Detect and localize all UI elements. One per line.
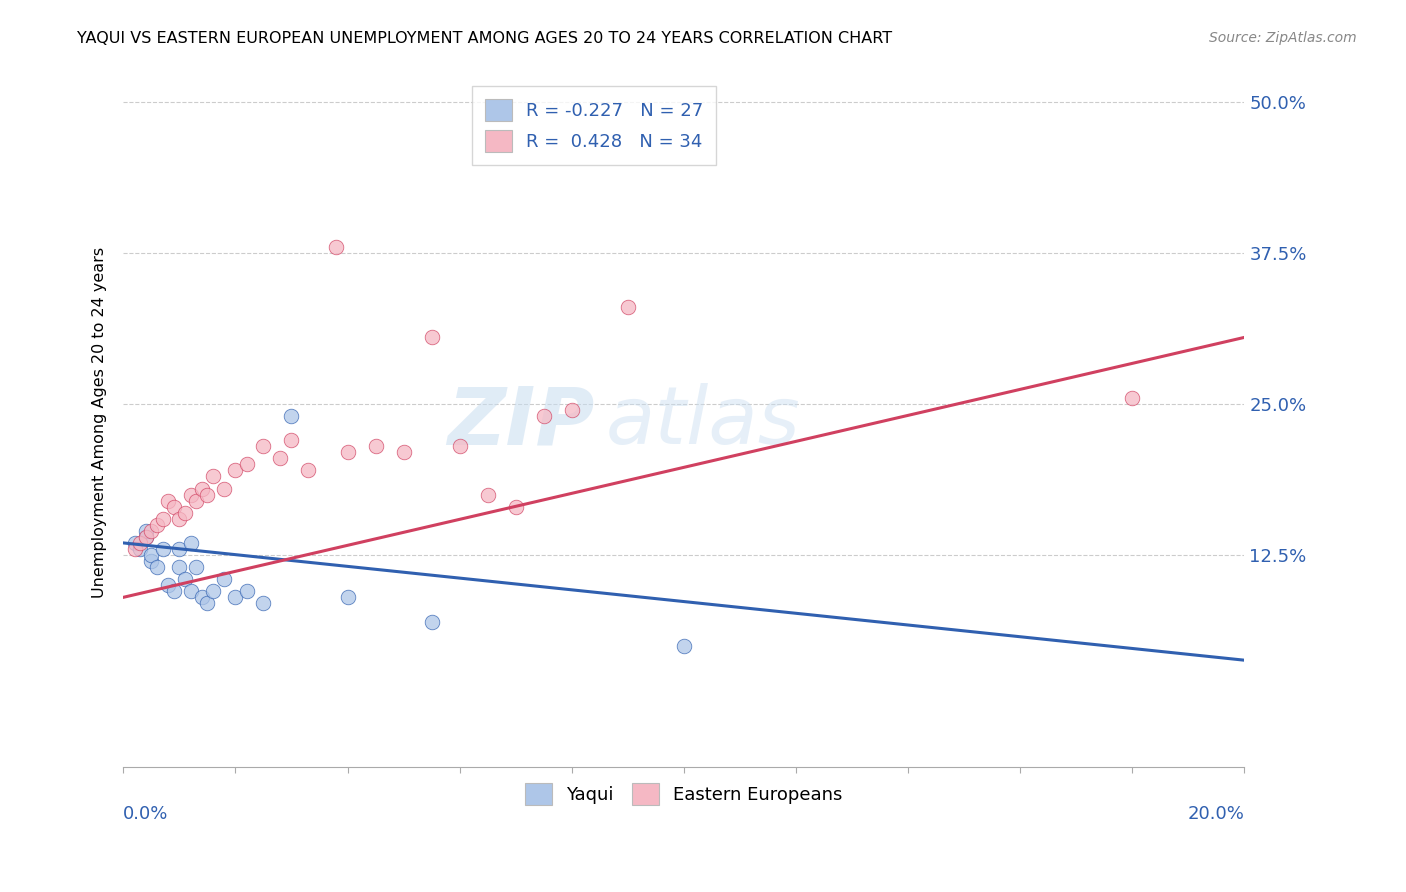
Point (157, 578, 180, 592)
Point (392, 445, 415, 459)
Point (146, 560, 169, 574)
Point (169, 541, 191, 556)
Point (449, 439, 471, 453)
Point (174, 572, 197, 586)
Point (201, 469, 224, 483)
Point (195, 487, 218, 501)
Point (224, 591, 246, 605)
Point (191, 591, 214, 605)
Text: atlas: atlas (606, 383, 800, 461)
Point (195, 596, 218, 610)
Point (533, 409, 555, 423)
Point (163, 500, 186, 514)
Point (325, 240, 347, 254)
Point (280, 409, 302, 423)
Point (235, 584, 257, 599)
Point (186, 560, 208, 574)
Point (224, 463, 246, 477)
Point (146, 517, 169, 532)
Point (561, 403, 583, 417)
Point (129, 536, 152, 550)
Point (235, 458, 257, 472)
Point (1121, 391, 1143, 405)
Point (477, 487, 499, 501)
Point (174, 506, 197, 520)
Point (141, 548, 163, 562)
Point (212, 572, 235, 586)
Point (180, 536, 202, 550)
Point (141, 554, 163, 568)
Point (420, 615, 443, 629)
Point (297, 463, 319, 477)
Text: Source: ZipAtlas.com: Source: ZipAtlas.com (1209, 31, 1357, 45)
Point (212, 482, 235, 496)
Point (336, 591, 359, 605)
Text: 0.0%: 0.0% (124, 805, 169, 823)
Point (252, 596, 274, 610)
Point (169, 512, 191, 526)
Point (252, 439, 274, 453)
Legend: Yaqui, Eastern Europeans: Yaqui, Eastern Europeans (517, 776, 851, 813)
Point (124, 536, 146, 550)
Point (135, 530, 157, 544)
Point (336, 445, 359, 459)
Point (141, 524, 163, 538)
Point (617, 300, 640, 314)
Point (135, 524, 157, 538)
Point (672, 639, 695, 653)
Text: ZIP: ZIP (447, 383, 595, 461)
Point (152, 512, 174, 526)
Point (505, 500, 527, 514)
Point (191, 482, 214, 496)
Point (163, 584, 186, 599)
Point (201, 584, 224, 599)
Point (124, 541, 146, 556)
Text: 20.0%: 20.0% (1188, 805, 1244, 823)
Point (186, 493, 208, 508)
Point (129, 541, 152, 556)
Point (180, 584, 202, 599)
Point (420, 330, 443, 344)
Point (269, 451, 291, 466)
Point (152, 541, 174, 556)
Point (135, 530, 157, 544)
Point (157, 493, 180, 508)
Point (180, 487, 202, 501)
Text: YAQUI VS EASTERN EUROPEAN UNEMPLOYMENT AMONG AGES 20 TO 24 YEARS CORRELATION CHA: YAQUI VS EASTERN EUROPEAN UNEMPLOYMENT A… (77, 31, 893, 46)
Point (169, 560, 191, 574)
Point (280, 433, 302, 447)
Point (364, 439, 387, 453)
Y-axis label: Unemployment Among Ages 20 to 24 years: Unemployment Among Ages 20 to 24 years (93, 246, 107, 598)
